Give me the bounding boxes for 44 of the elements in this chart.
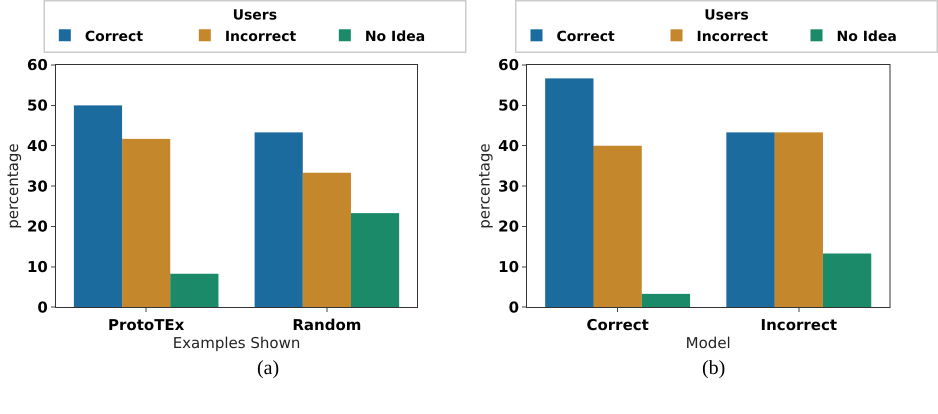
bar	[642, 294, 690, 308]
y-tick-label: 20	[26, 218, 48, 236]
y-tick-label: 10	[26, 258, 48, 276]
bar	[74, 105, 122, 308]
legend-label: Correct	[556, 28, 615, 45]
x-tick-label: Correct	[586, 316, 649, 334]
y-tick-label: 50	[498, 96, 520, 115]
bar	[302, 172, 351, 308]
legend-label: No Idea	[364, 28, 426, 45]
legend-title: Users	[704, 8, 749, 24]
legend-label: Correct	[84, 28, 144, 45]
y-tick-label: 40	[26, 136, 48, 155]
bar	[170, 274, 218, 308]
y-tick-label: 0	[508, 298, 520, 316]
y-tick-label: 10	[498, 258, 520, 276]
bar	[822, 254, 872, 308]
bar	[593, 146, 642, 308]
y-tick-label: 0	[37, 298, 48, 316]
x-axis-title: Model	[686, 334, 731, 352]
bar	[545, 78, 594, 308]
y-tick-label: 60	[26, 56, 48, 74]
x-tick-label: Random	[292, 316, 362, 334]
x-axis-title: Examples Shown	[172, 334, 300, 352]
y-tick-label: 40	[498, 136, 520, 155]
legend-title: Users	[232, 8, 278, 24]
x-tick-label: Incorrect	[760, 316, 838, 334]
text: (b)	[702, 357, 726, 379]
y-tick-label: 60	[498, 56, 520, 74]
bar	[122, 138, 170, 308]
y-axis-title: percentage	[475, 143, 494, 229]
x-tick-label: ProtoTEx	[108, 316, 185, 334]
y-tick-label: 30	[498, 177, 520, 196]
y-tick-label: 50	[26, 96, 48, 115]
text: (a)	[257, 357, 280, 379]
legend-label: No Idea	[836, 28, 897, 45]
bar	[726, 132, 775, 308]
y-tick-label: 20	[498, 218, 520, 236]
bar	[774, 132, 823, 308]
y-axis-title: percentage	[4, 143, 22, 229]
legend-label: Incorrect	[696, 28, 768, 45]
y-tick-label: 30	[26, 177, 48, 196]
legend-label: Incorrect	[224, 28, 297, 45]
bar	[350, 213, 400, 308]
bar	[254, 132, 303, 308]
